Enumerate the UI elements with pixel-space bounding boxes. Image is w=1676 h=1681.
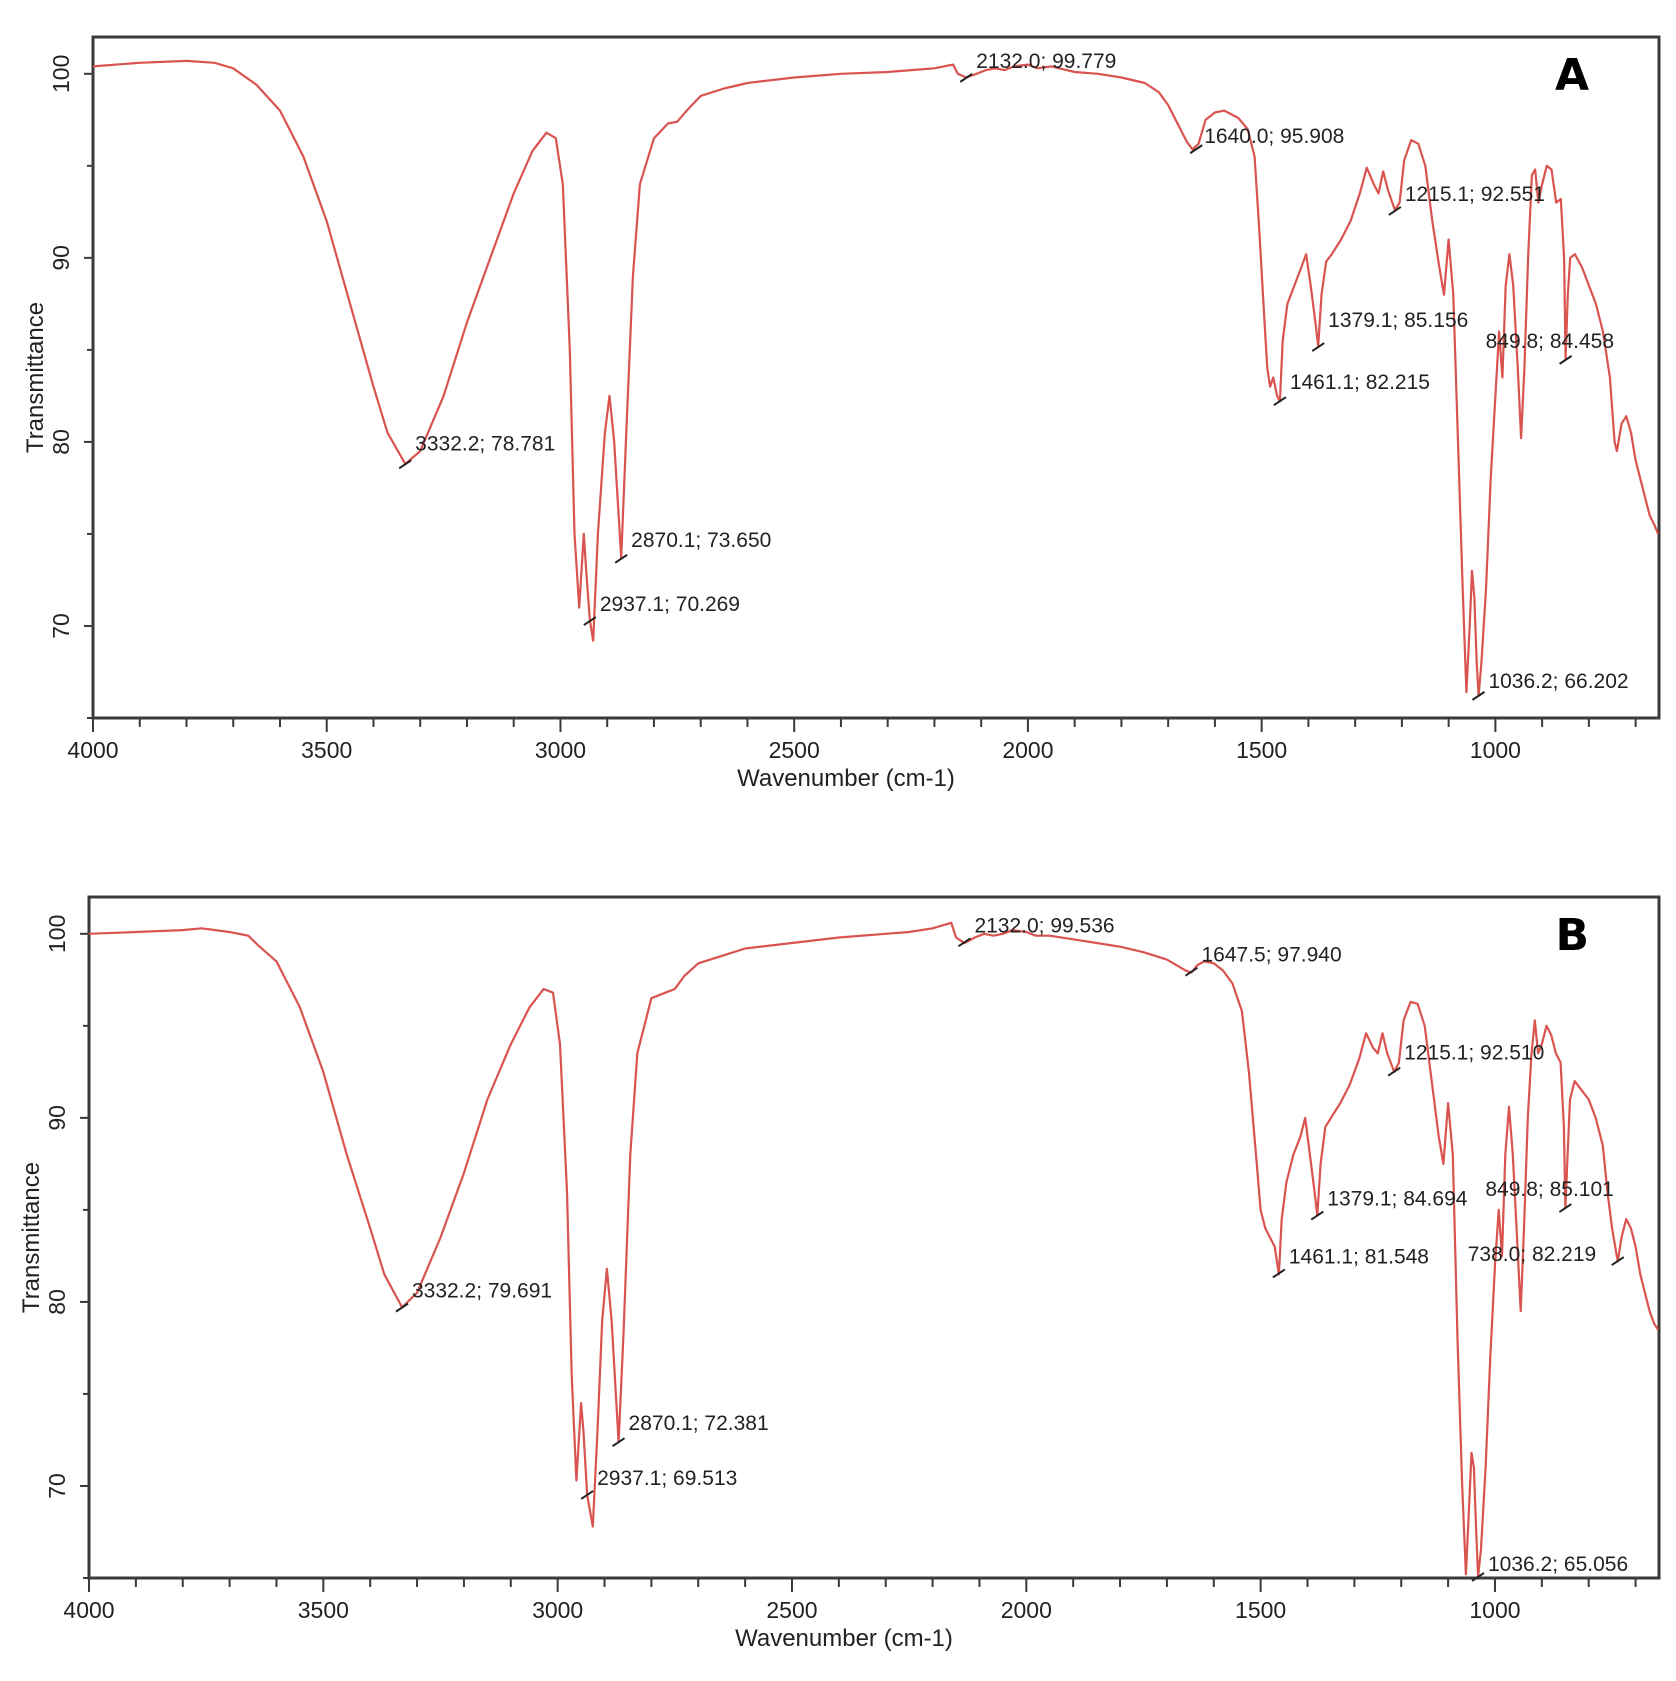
- spectrum-panel-a: 4000 3500 3000 2500 2000 1500 1000 70 80 90 100 Wav…: [22, 35, 1661, 792]
- peak-marker: [1184, 966, 1199, 977]
- peak-marker: [1558, 1203, 1572, 1213]
- peak-label: 1461.1; 81.548: [1289, 1245, 1429, 1268]
- peak-marker: [611, 1437, 626, 1447]
- peak-marker: [1273, 396, 1287, 406]
- peak-label: 1461.1; 82.215: [1290, 371, 1430, 394]
- peak-marker: [398, 459, 412, 470]
- y-axis-title: Transmittance: [18, 1162, 45, 1313]
- peak-label: 849.8; 84.458: [1486, 330, 1614, 353]
- peak-marker: [1272, 1268, 1286, 1279]
- x-tick-label: 3500: [298, 1597, 349, 1623]
- x-axis-title: Wavenumber (cm-1): [735, 1625, 953, 1652]
- x-tick-label: 3500: [301, 737, 352, 763]
- x-tick-label: 1000: [1469, 1597, 1520, 1623]
- peak-label: 2937.1; 70.269: [600, 593, 740, 616]
- peak-label: 2870.1; 73.650: [631, 529, 771, 552]
- peak-label: 738.0; 82.219: [1468, 1243, 1596, 1266]
- peak-marker: [1310, 1210, 1324, 1221]
- peak-label: 3332.2; 78.781: [415, 432, 555, 455]
- x-tick-label: 4000: [63, 1597, 114, 1623]
- peak-marker: [1388, 206, 1402, 216]
- peak-marker: [580, 1490, 594, 1500]
- spectrum-panel-b: 4000 3500 3000 2500 2000 1500 1000 70 80 90 100 Wav…: [18, 895, 1661, 1652]
- peak-label: 1215.1; 92.510: [1404, 1042, 1544, 1065]
- y-tick-label: 80: [48, 429, 74, 455]
- x-tick-label: 2500: [769, 737, 820, 763]
- peak-label: 2937.1; 69.513: [597, 1467, 737, 1490]
- peak-marker: [583, 616, 597, 626]
- x-tick-label: 3000: [532, 1597, 583, 1623]
- plot-frame: [87, 895, 1661, 1580]
- y-tick-label: 90: [48, 245, 74, 271]
- peak-marker: [1311, 342, 1325, 352]
- x-tick-label: 2500: [766, 1597, 817, 1623]
- peak-label: 2870.1; 72.381: [629, 1412, 769, 1435]
- peak-label: 2132.0; 99.536: [974, 914, 1114, 937]
- peak-marker: [1471, 1572, 1485, 1582]
- peak-label: 1640.0; 95.908: [1204, 125, 1344, 148]
- x-tick-label: 2000: [1001, 1597, 1052, 1623]
- y-tick-label: 70: [48, 613, 74, 639]
- peak-label: 1379.1; 85.156: [1328, 309, 1468, 332]
- x-tick-label: 2000: [1002, 737, 1053, 763]
- y-tick-label: 90: [44, 1105, 70, 1131]
- x-tick-label: 1000: [1470, 737, 1521, 763]
- peak-marker: [957, 937, 972, 948]
- peak-label: 1215.1; 92.551: [1405, 183, 1545, 206]
- x-tick-label: 4000: [67, 737, 118, 763]
- peak-label: 3332.2; 79.691: [412, 1280, 552, 1303]
- panel-label: A: [1555, 50, 1589, 101]
- y-tick-label: 100: [44, 915, 70, 953]
- peak-marker: [1189, 144, 1203, 154]
- peak-label: 1036.2; 65.056: [1488, 1553, 1628, 1576]
- y-tick-label: 80: [44, 1289, 70, 1315]
- peak-label: 849.8; 85.101: [1485, 1178, 1613, 1201]
- peak-label: 1036.2; 66.202: [1488, 670, 1628, 693]
- panel-label: B: [1555, 910, 1589, 961]
- peak-marker: [1611, 1256, 1625, 1266]
- x-axis-title: Wavenumber (cm-1): [737, 765, 955, 792]
- peak-marker: [614, 553, 628, 564]
- y-axis-title: Transmittance: [22, 302, 49, 453]
- peak-marker: [1471, 691, 1486, 701]
- peak-label: 1647.5; 97.940: [1202, 944, 1342, 967]
- x-tick-label: 1500: [1235, 1597, 1286, 1623]
- peak-label: 2132.0; 99.779: [976, 50, 1116, 73]
- plot-frame: [91, 35, 1661, 720]
- peak-marker: [395, 1302, 409, 1313]
- x-tick-label: 3000: [535, 737, 586, 763]
- peak-marker: [1559, 355, 1573, 365]
- x-tick-label: 1500: [1236, 737, 1287, 763]
- peak-marker: [1387, 1066, 1401, 1077]
- peak-marker: [959, 73, 973, 83]
- peak-label: 1379.1; 84.694: [1327, 1188, 1467, 1211]
- y-tick-label: 100: [48, 55, 74, 93]
- y-tick-label: 70: [44, 1473, 70, 1499]
